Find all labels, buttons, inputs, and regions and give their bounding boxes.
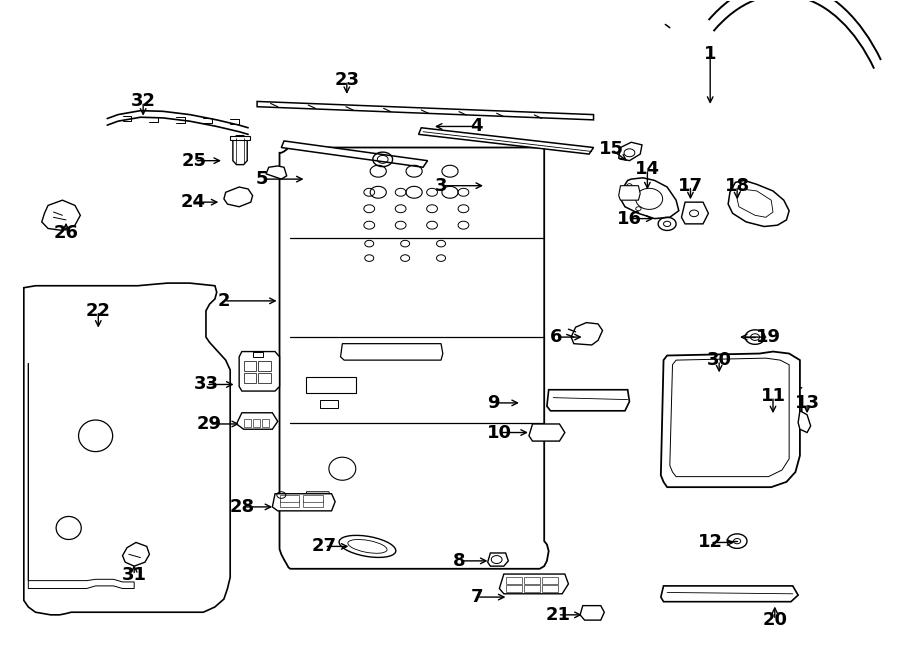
Polygon shape [524, 585, 540, 592]
Text: 8: 8 [453, 552, 465, 570]
Polygon shape [253, 352, 264, 357]
Polygon shape [303, 500, 322, 507]
Polygon shape [244, 373, 256, 383]
Text: 14: 14 [634, 160, 660, 178]
Polygon shape [670, 364, 762, 382]
Polygon shape [737, 189, 773, 217]
Polygon shape [258, 362, 271, 371]
Polygon shape [542, 577, 558, 584]
Text: 33: 33 [194, 375, 219, 393]
Ellipse shape [339, 535, 396, 557]
Polygon shape [262, 419, 269, 427]
Text: 3: 3 [435, 176, 447, 195]
Polygon shape [230, 136, 250, 139]
Polygon shape [28, 364, 134, 588]
Polygon shape [670, 358, 789, 477]
Text: 17: 17 [678, 176, 703, 195]
Text: 12: 12 [698, 533, 723, 551]
Text: 19: 19 [756, 328, 781, 346]
Polygon shape [280, 500, 300, 507]
Polygon shape [542, 585, 558, 592]
Polygon shape [572, 323, 602, 345]
Polygon shape [506, 577, 522, 584]
Text: 2: 2 [218, 292, 230, 310]
Text: 31: 31 [122, 566, 147, 584]
Polygon shape [798, 410, 811, 432]
Polygon shape [500, 574, 569, 594]
Polygon shape [237, 412, 278, 429]
Polygon shape [239, 352, 280, 391]
Polygon shape [340, 344, 443, 360]
Text: 20: 20 [762, 611, 788, 629]
Polygon shape [253, 419, 260, 427]
Polygon shape [303, 495, 322, 502]
Text: 5: 5 [256, 170, 268, 188]
Text: 32: 32 [130, 93, 156, 110]
Polygon shape [620, 178, 679, 219]
Polygon shape [618, 142, 642, 161]
Polygon shape [280, 495, 300, 502]
Polygon shape [618, 186, 640, 200]
Text: 18: 18 [724, 176, 750, 195]
Polygon shape [418, 128, 594, 154]
Polygon shape [728, 180, 789, 227]
Polygon shape [266, 166, 287, 179]
Polygon shape [661, 586, 798, 602]
Text: 1: 1 [704, 45, 716, 63]
Text: 26: 26 [53, 224, 78, 242]
Text: 28: 28 [230, 498, 255, 516]
Text: 30: 30 [706, 351, 732, 369]
Polygon shape [306, 492, 331, 505]
Polygon shape [488, 553, 508, 566]
Text: 13: 13 [795, 394, 820, 412]
Polygon shape [282, 141, 428, 167]
Text: 11: 11 [760, 387, 786, 405]
Text: 4: 4 [471, 118, 483, 136]
Text: 21: 21 [545, 606, 571, 624]
Polygon shape [122, 543, 149, 566]
Polygon shape [258, 373, 271, 383]
Polygon shape [23, 283, 230, 615]
Text: 7: 7 [471, 588, 483, 606]
Polygon shape [233, 136, 248, 165]
Polygon shape [280, 147, 549, 568]
Text: 10: 10 [487, 424, 512, 442]
Polygon shape [529, 424, 565, 441]
Polygon shape [41, 200, 80, 231]
Text: 25: 25 [182, 151, 207, 170]
Text: 9: 9 [487, 394, 500, 412]
Polygon shape [273, 494, 335, 511]
Polygon shape [661, 352, 800, 487]
Polygon shape [244, 419, 251, 427]
Text: 6: 6 [550, 328, 562, 346]
Polygon shape [524, 577, 540, 584]
Polygon shape [257, 101, 594, 120]
Text: 15: 15 [599, 141, 624, 159]
Polygon shape [320, 400, 338, 408]
Polygon shape [244, 362, 256, 371]
Text: 24: 24 [181, 193, 206, 211]
Polygon shape [580, 605, 604, 620]
Polygon shape [753, 375, 802, 422]
Polygon shape [547, 390, 629, 410]
Text: 16: 16 [616, 210, 642, 227]
Text: 23: 23 [334, 71, 359, 89]
Polygon shape [681, 202, 708, 224]
Polygon shape [306, 377, 356, 393]
Ellipse shape [347, 539, 387, 553]
Polygon shape [224, 187, 253, 207]
Text: 29: 29 [197, 415, 222, 433]
Text: 27: 27 [312, 537, 337, 555]
Polygon shape [506, 585, 522, 592]
Text: 22: 22 [86, 302, 111, 320]
